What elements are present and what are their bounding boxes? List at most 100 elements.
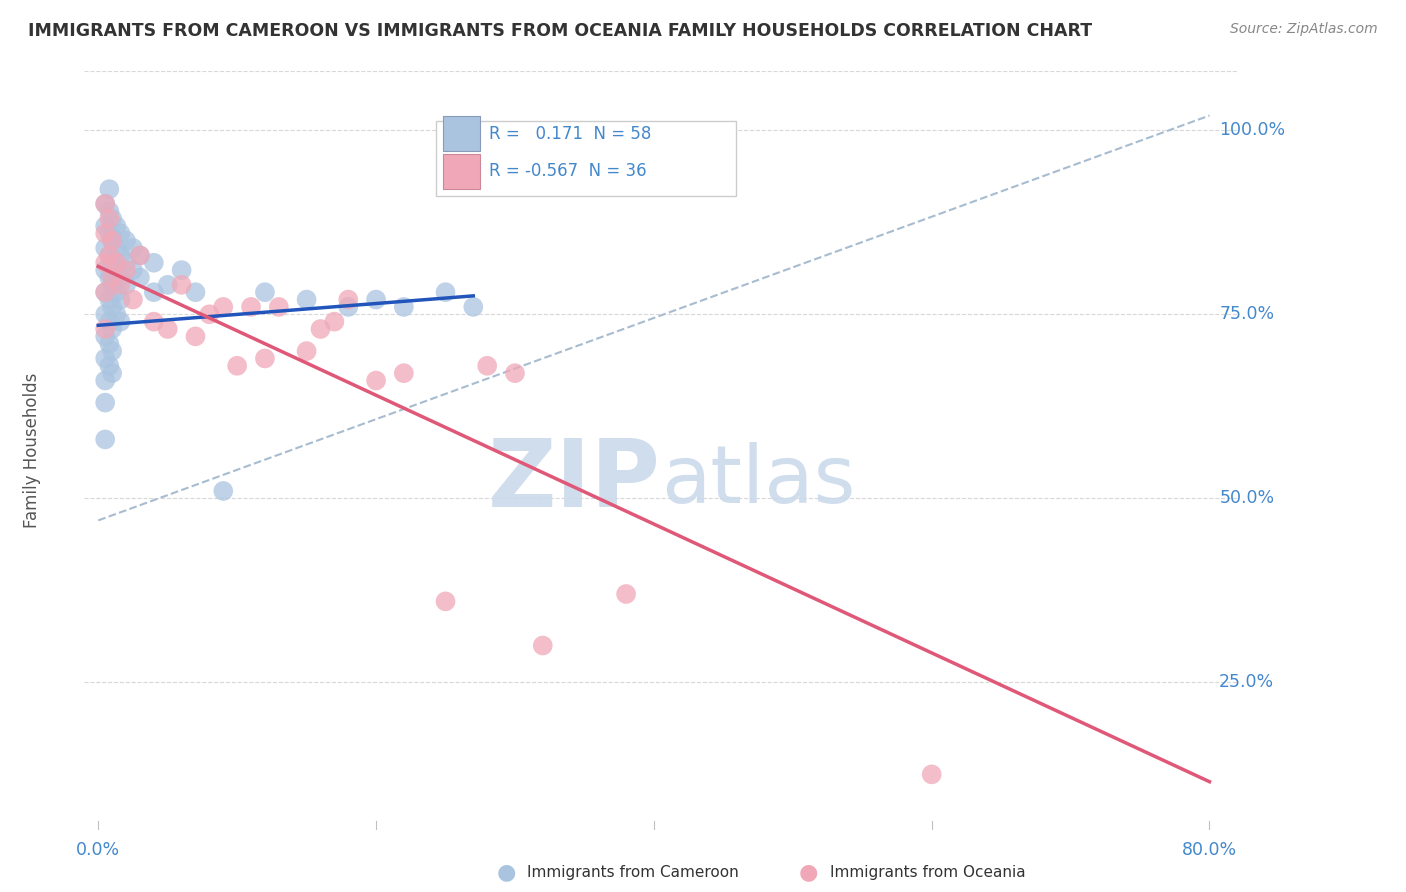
Point — [122, 263, 145, 277]
Point — [129, 248, 152, 262]
Text: Family Households: Family Households — [24, 373, 42, 528]
Point — [295, 344, 318, 359]
Point — [170, 263, 193, 277]
Text: atlas: atlas — [661, 442, 855, 520]
Point — [198, 307, 221, 321]
Point — [98, 227, 121, 241]
Point — [110, 248, 132, 262]
Point — [98, 211, 121, 226]
Point — [295, 293, 318, 307]
Text: Immigrants from Oceania: Immigrants from Oceania — [830, 865, 1025, 880]
Point — [142, 285, 165, 300]
Text: 0.0%: 0.0% — [76, 840, 121, 859]
Point — [115, 234, 138, 248]
Point — [94, 227, 117, 241]
Point — [253, 351, 276, 366]
Point — [101, 256, 124, 270]
Point — [337, 293, 360, 307]
Point — [94, 351, 117, 366]
Point — [101, 344, 124, 359]
Point — [105, 307, 128, 321]
Point — [105, 241, 128, 255]
Point — [101, 234, 124, 248]
Point — [94, 322, 117, 336]
Point — [170, 277, 193, 292]
Text: R =   0.171  N = 58: R = 0.171 N = 58 — [489, 125, 651, 143]
Text: 25.0%: 25.0% — [1219, 673, 1274, 691]
Point — [101, 270, 124, 285]
Text: 100.0%: 100.0% — [1219, 121, 1285, 139]
Point — [531, 639, 554, 653]
Point — [98, 204, 121, 219]
Point — [110, 293, 132, 307]
Point — [94, 433, 117, 447]
Point — [110, 270, 132, 285]
Point — [98, 182, 121, 196]
Point — [115, 256, 138, 270]
Text: R = -0.567  N = 36: R = -0.567 N = 36 — [489, 162, 647, 180]
Point — [921, 767, 943, 781]
Point — [184, 329, 207, 343]
Point — [503, 366, 526, 380]
Point — [94, 285, 117, 300]
Point — [98, 248, 121, 262]
Point — [240, 300, 263, 314]
Point — [94, 241, 117, 255]
Point — [101, 234, 124, 248]
Point — [392, 300, 415, 314]
Point — [115, 277, 138, 292]
Point — [94, 263, 117, 277]
Point — [110, 315, 132, 329]
Point — [122, 241, 145, 255]
Text: 75.0%: 75.0% — [1219, 305, 1274, 323]
Point — [434, 285, 457, 300]
Point — [434, 594, 457, 608]
Point — [94, 256, 117, 270]
Point — [129, 248, 152, 262]
FancyBboxPatch shape — [436, 120, 735, 196]
Point — [101, 300, 124, 314]
FancyBboxPatch shape — [443, 154, 479, 189]
Point — [94, 329, 117, 343]
Point — [267, 300, 290, 314]
Point — [122, 293, 145, 307]
Point — [184, 285, 207, 300]
Point — [110, 277, 132, 292]
Text: 50.0%: 50.0% — [1219, 490, 1274, 508]
Text: ●: ● — [496, 863, 516, 882]
Text: IMMIGRANTS FROM CAMEROON VS IMMIGRANTS FROM OCEANIA FAMILY HOUSEHOLDS CORRELATIO: IMMIGRANTS FROM CAMEROON VS IMMIGRANTS F… — [28, 22, 1092, 40]
Point — [337, 300, 360, 314]
Point — [94, 197, 117, 211]
Point — [94, 197, 117, 211]
FancyBboxPatch shape — [443, 116, 479, 151]
Point — [392, 366, 415, 380]
Text: ZIP: ZIP — [488, 434, 661, 527]
Point — [101, 366, 124, 380]
Point — [94, 395, 117, 409]
Text: Source: ZipAtlas.com: Source: ZipAtlas.com — [1230, 22, 1378, 37]
Point — [364, 293, 387, 307]
Point — [212, 300, 235, 314]
Point — [253, 285, 276, 300]
Point — [477, 359, 499, 373]
Point — [98, 359, 121, 373]
Point — [323, 315, 346, 329]
Point — [94, 374, 117, 388]
Point — [129, 270, 152, 285]
Point — [463, 300, 485, 314]
Point — [94, 285, 117, 300]
Point — [156, 322, 179, 336]
Point — [98, 315, 121, 329]
Point — [309, 322, 332, 336]
Point — [94, 307, 117, 321]
Point — [105, 263, 128, 277]
Point — [101, 277, 124, 292]
Point — [212, 483, 235, 498]
Point — [142, 256, 165, 270]
Point — [142, 315, 165, 329]
Point — [115, 263, 138, 277]
Point — [101, 211, 124, 226]
Text: Immigrants from Cameroon: Immigrants from Cameroon — [527, 865, 740, 880]
Point — [105, 219, 128, 233]
Point — [105, 285, 128, 300]
